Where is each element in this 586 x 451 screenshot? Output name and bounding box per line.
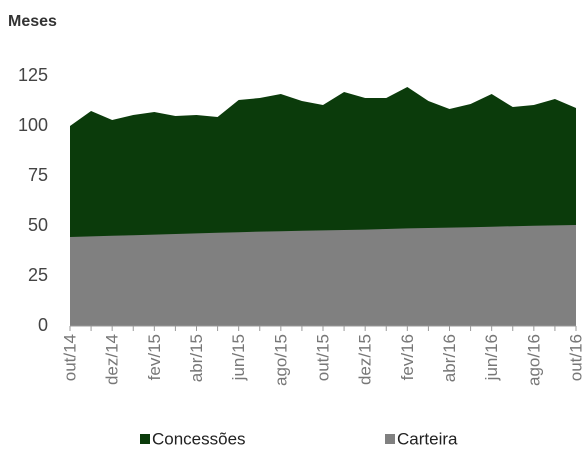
x-tick-label: out/15 [313, 334, 332, 381]
x-tick-label: jun/15 [229, 334, 248, 381]
legend-swatch [385, 434, 395, 444]
x-tick-label: ago/16 [524, 334, 543, 386]
x-tick-label: jun/16 [482, 334, 501, 381]
x-tick-label: abr/16 [440, 334, 459, 382]
area [70, 225, 576, 326]
x-tick-label: dez/14 [103, 334, 122, 385]
x-tick-label: fev/16 [398, 334, 417, 380]
x-tick-label: dez/15 [356, 334, 375, 385]
y-tick-label: 75 [28, 165, 48, 185]
chart-title: Meses [8, 13, 57, 30]
x-tick-label: fev/15 [145, 334, 164, 380]
x-tick-label: ago/15 [271, 334, 290, 386]
y-tick-label: 50 [28, 215, 48, 235]
legend-label: Carteira [397, 429, 458, 448]
x-tick-label: abr/15 [187, 334, 206, 382]
x-tick-label: out/16 [566, 334, 585, 381]
y-tick-label: 0 [38, 315, 48, 335]
y-tick-label: 100 [18, 115, 48, 135]
legend-label: Concessões [152, 429, 246, 448]
legend-swatch [140, 434, 150, 444]
x-tick-label: out/14 [60, 334, 79, 381]
y-tick-label: 25 [28, 265, 48, 285]
y-tick-label: 125 [18, 65, 48, 85]
